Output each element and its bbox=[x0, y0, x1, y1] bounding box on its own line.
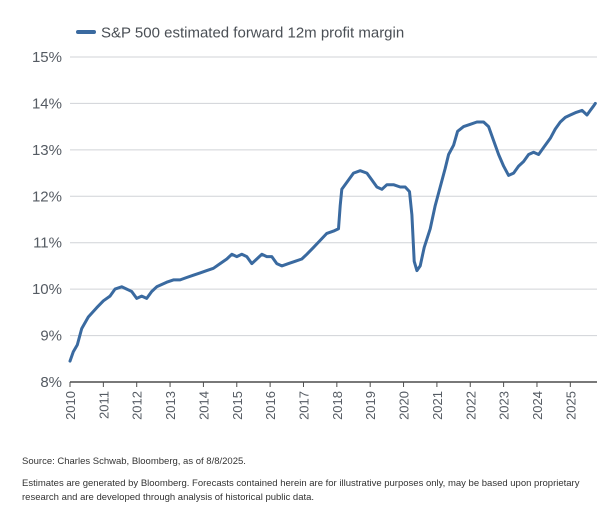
x-tick-label: 2013 bbox=[163, 391, 178, 420]
series-line bbox=[68, 101, 597, 363]
x-tick-label: 2023 bbox=[497, 391, 512, 420]
x-tick-label: 2022 bbox=[463, 391, 478, 420]
source-note: Source: Charles Schwab, Bloomberg, as of… bbox=[22, 456, 246, 467]
x-tick-label: 2019 bbox=[363, 391, 378, 420]
x-tick-label: 2011 bbox=[96, 391, 111, 419]
line-chart: 8%9%10%11%12%13%14%15% 2010 2011 2012 2013 2… bbox=[32, 25, 597, 420]
disclaimer-note: Estimates are generated by Bloomberg. Fo… bbox=[22, 478, 580, 503]
y-tick-label: 11% bbox=[33, 235, 62, 252]
x-tick-label: 2024 bbox=[530, 391, 545, 420]
x-tick-label: 2017 bbox=[296, 391, 311, 420]
x-tick-label: 2018 bbox=[330, 391, 345, 420]
y-tick-label: 15% bbox=[32, 49, 62, 66]
x-tick-label: 2016 bbox=[263, 391, 278, 420]
x-tick-label: 2012 bbox=[130, 391, 145, 420]
x-tick-label: 2014 bbox=[196, 391, 211, 420]
x-tick-label: 2021 bbox=[430, 391, 445, 420]
x-axis-tick-labels: 2010 2011 2012 2013 2014 2015 2016 2017 2018 2019… bbox=[63, 382, 578, 420]
y-tick-label: 10% bbox=[32, 281, 62, 298]
x-tick-label: 2015 bbox=[230, 391, 245, 420]
y-tick-label: 13% bbox=[32, 142, 62, 159]
x-tick-label: 2010 bbox=[63, 391, 78, 420]
gridlines bbox=[70, 56, 597, 337]
x-tick-label: 2025 bbox=[563, 391, 578, 420]
x-tick-label: 2020 bbox=[397, 391, 412, 420]
y-tick-label: 8% bbox=[40, 374, 62, 391]
legend-label: S&P 500 estimated forward 12m profit mar… bbox=[101, 25, 404, 42]
y-tick-label: 12% bbox=[32, 188, 62, 205]
y-axis-tick-labels: 8% 9% 10% 11% 12% 13% 14% 15% bbox=[32, 49, 62, 391]
y-tick-label: 9% bbox=[40, 328, 62, 345]
legend: S&P 500 estimated forward 12m profit mar… bbox=[76, 25, 404, 42]
y-tick-label: 14% bbox=[32, 95, 62, 112]
